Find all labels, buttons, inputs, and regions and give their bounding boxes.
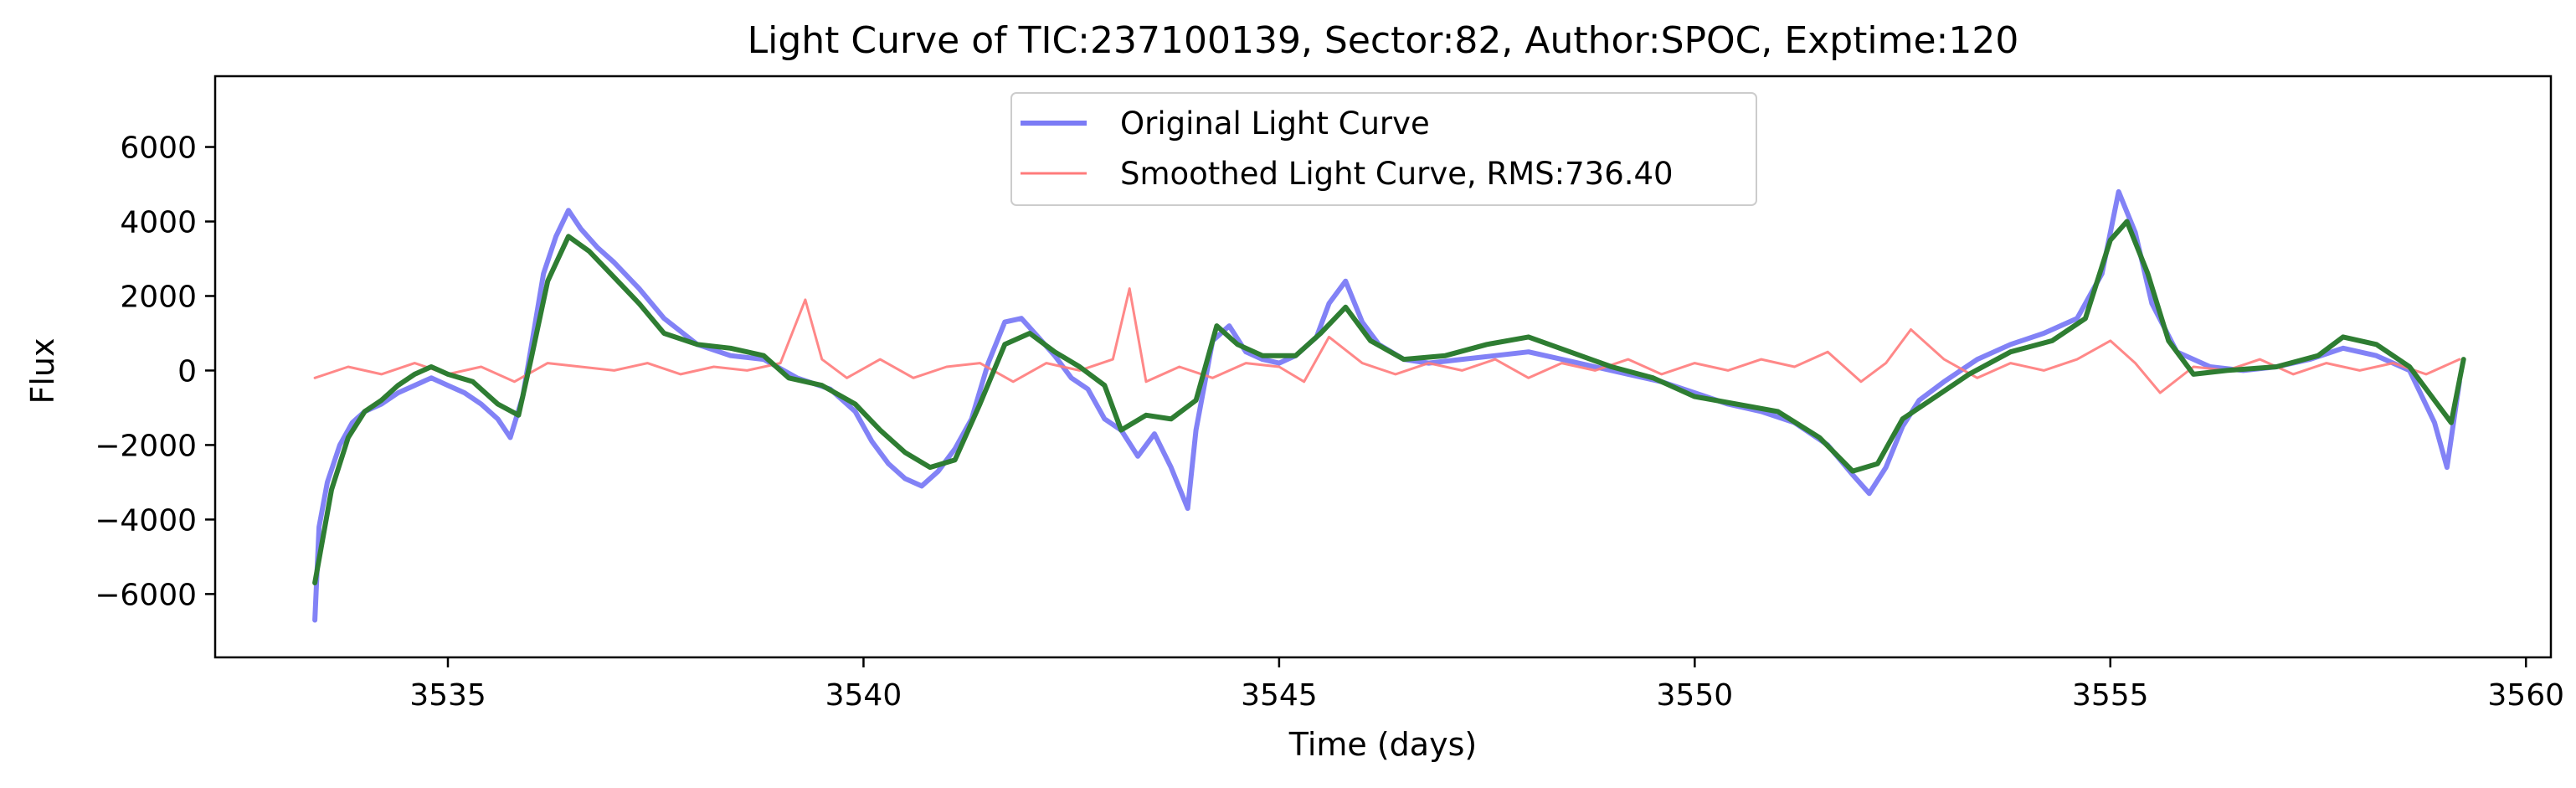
legend: Original Light Curve Smoothed Light Curv…	[1010, 92, 1757, 206]
legend-label-smoothed: Smoothed Light Curve, RMS:736.40	[1120, 156, 1674, 192]
series-trend-line	[312, 219, 2466, 585]
plot-area	[213, 75, 2553, 659]
legend-label-original: Original Light Curve	[1120, 106, 1430, 142]
x-tick-label: 3535	[409, 678, 486, 713]
y-axis-label: Flux	[24, 338, 61, 404]
y-tick-label: −2000	[95, 429, 197, 463]
x-tick-label: 3550	[1657, 678, 1734, 713]
x-tick-label: 3545	[1241, 678, 1318, 713]
y-tick-label: 0	[177, 354, 197, 389]
y-tick-label: −4000	[95, 503, 197, 538]
y-tick-label: 2000	[120, 280, 197, 314]
x-axis-ticks: 3535 3540 3545 3550 3555 3560	[409, 657, 2564, 713]
series-smoothed-line	[313, 287, 2461, 394]
y-axis-ticks: −6000 −4000 −2000 0 2000 4000 6000	[95, 131, 215, 612]
y-tick-label: −6000	[95, 578, 197, 612]
plot-frame	[213, 75, 2553, 659]
series-original-line	[312, 188, 2462, 623]
x-tick-label: 3540	[825, 678, 902, 713]
x-axis-label: Time (days)	[1288, 726, 1477, 763]
chart-title: Light Curve of TIC:237100139, Sector:82,…	[748, 19, 2019, 62]
y-tick-label: 4000	[120, 206, 197, 240]
series-layer	[312, 188, 2466, 623]
x-tick-label: 3555	[2072, 678, 2149, 713]
y-tick-label: 6000	[120, 131, 197, 166]
x-tick-label: 3560	[2487, 678, 2564, 713]
legend-box	[1010, 92, 1757, 206]
